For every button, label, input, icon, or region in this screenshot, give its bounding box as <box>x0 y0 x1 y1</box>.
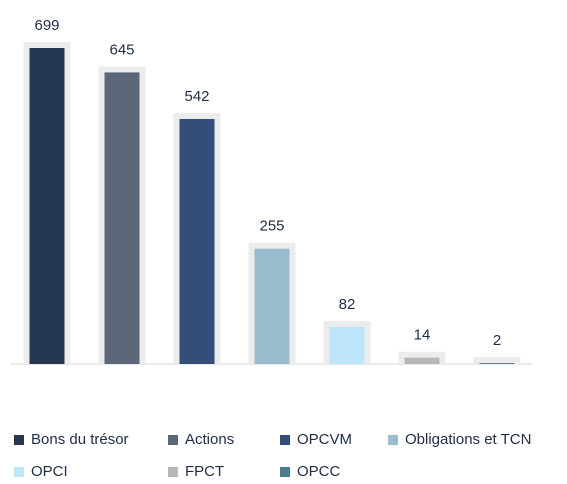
legend-swatch <box>168 467 178 477</box>
legend-label: OPCI <box>31 463 68 480</box>
bar <box>254 248 290 364</box>
legend-label: Bons du trésor <box>31 431 129 448</box>
bar <box>179 118 215 364</box>
legend-swatch <box>168 435 178 445</box>
bar <box>329 326 365 364</box>
legend-label: FPCT <box>185 463 224 480</box>
bar <box>404 357 440 364</box>
value-label: 82 <box>339 296 356 313</box>
legend-label: OPCVM <box>297 431 352 448</box>
legend-label: OPCC <box>297 463 341 480</box>
value-label: 542 <box>184 88 209 105</box>
legend-swatch <box>14 435 24 445</box>
bar <box>479 363 515 364</box>
value-label: 14 <box>414 327 431 344</box>
bar-backdrop <box>473 357 521 364</box>
bar <box>104 72 140 364</box>
legend-swatch <box>280 435 290 445</box>
legend-swatch <box>388 435 398 445</box>
value-label: 2 <box>493 332 501 349</box>
value-label: 699 <box>34 17 59 34</box>
legend-swatch <box>14 467 24 477</box>
legend-swatch <box>280 467 290 477</box>
value-label: 645 <box>109 41 134 58</box>
legend-label: Obligations et TCN <box>405 431 531 448</box>
value-label: 255 <box>259 218 284 235</box>
bar <box>29 48 65 364</box>
legend-label: Actions <box>185 431 234 448</box>
